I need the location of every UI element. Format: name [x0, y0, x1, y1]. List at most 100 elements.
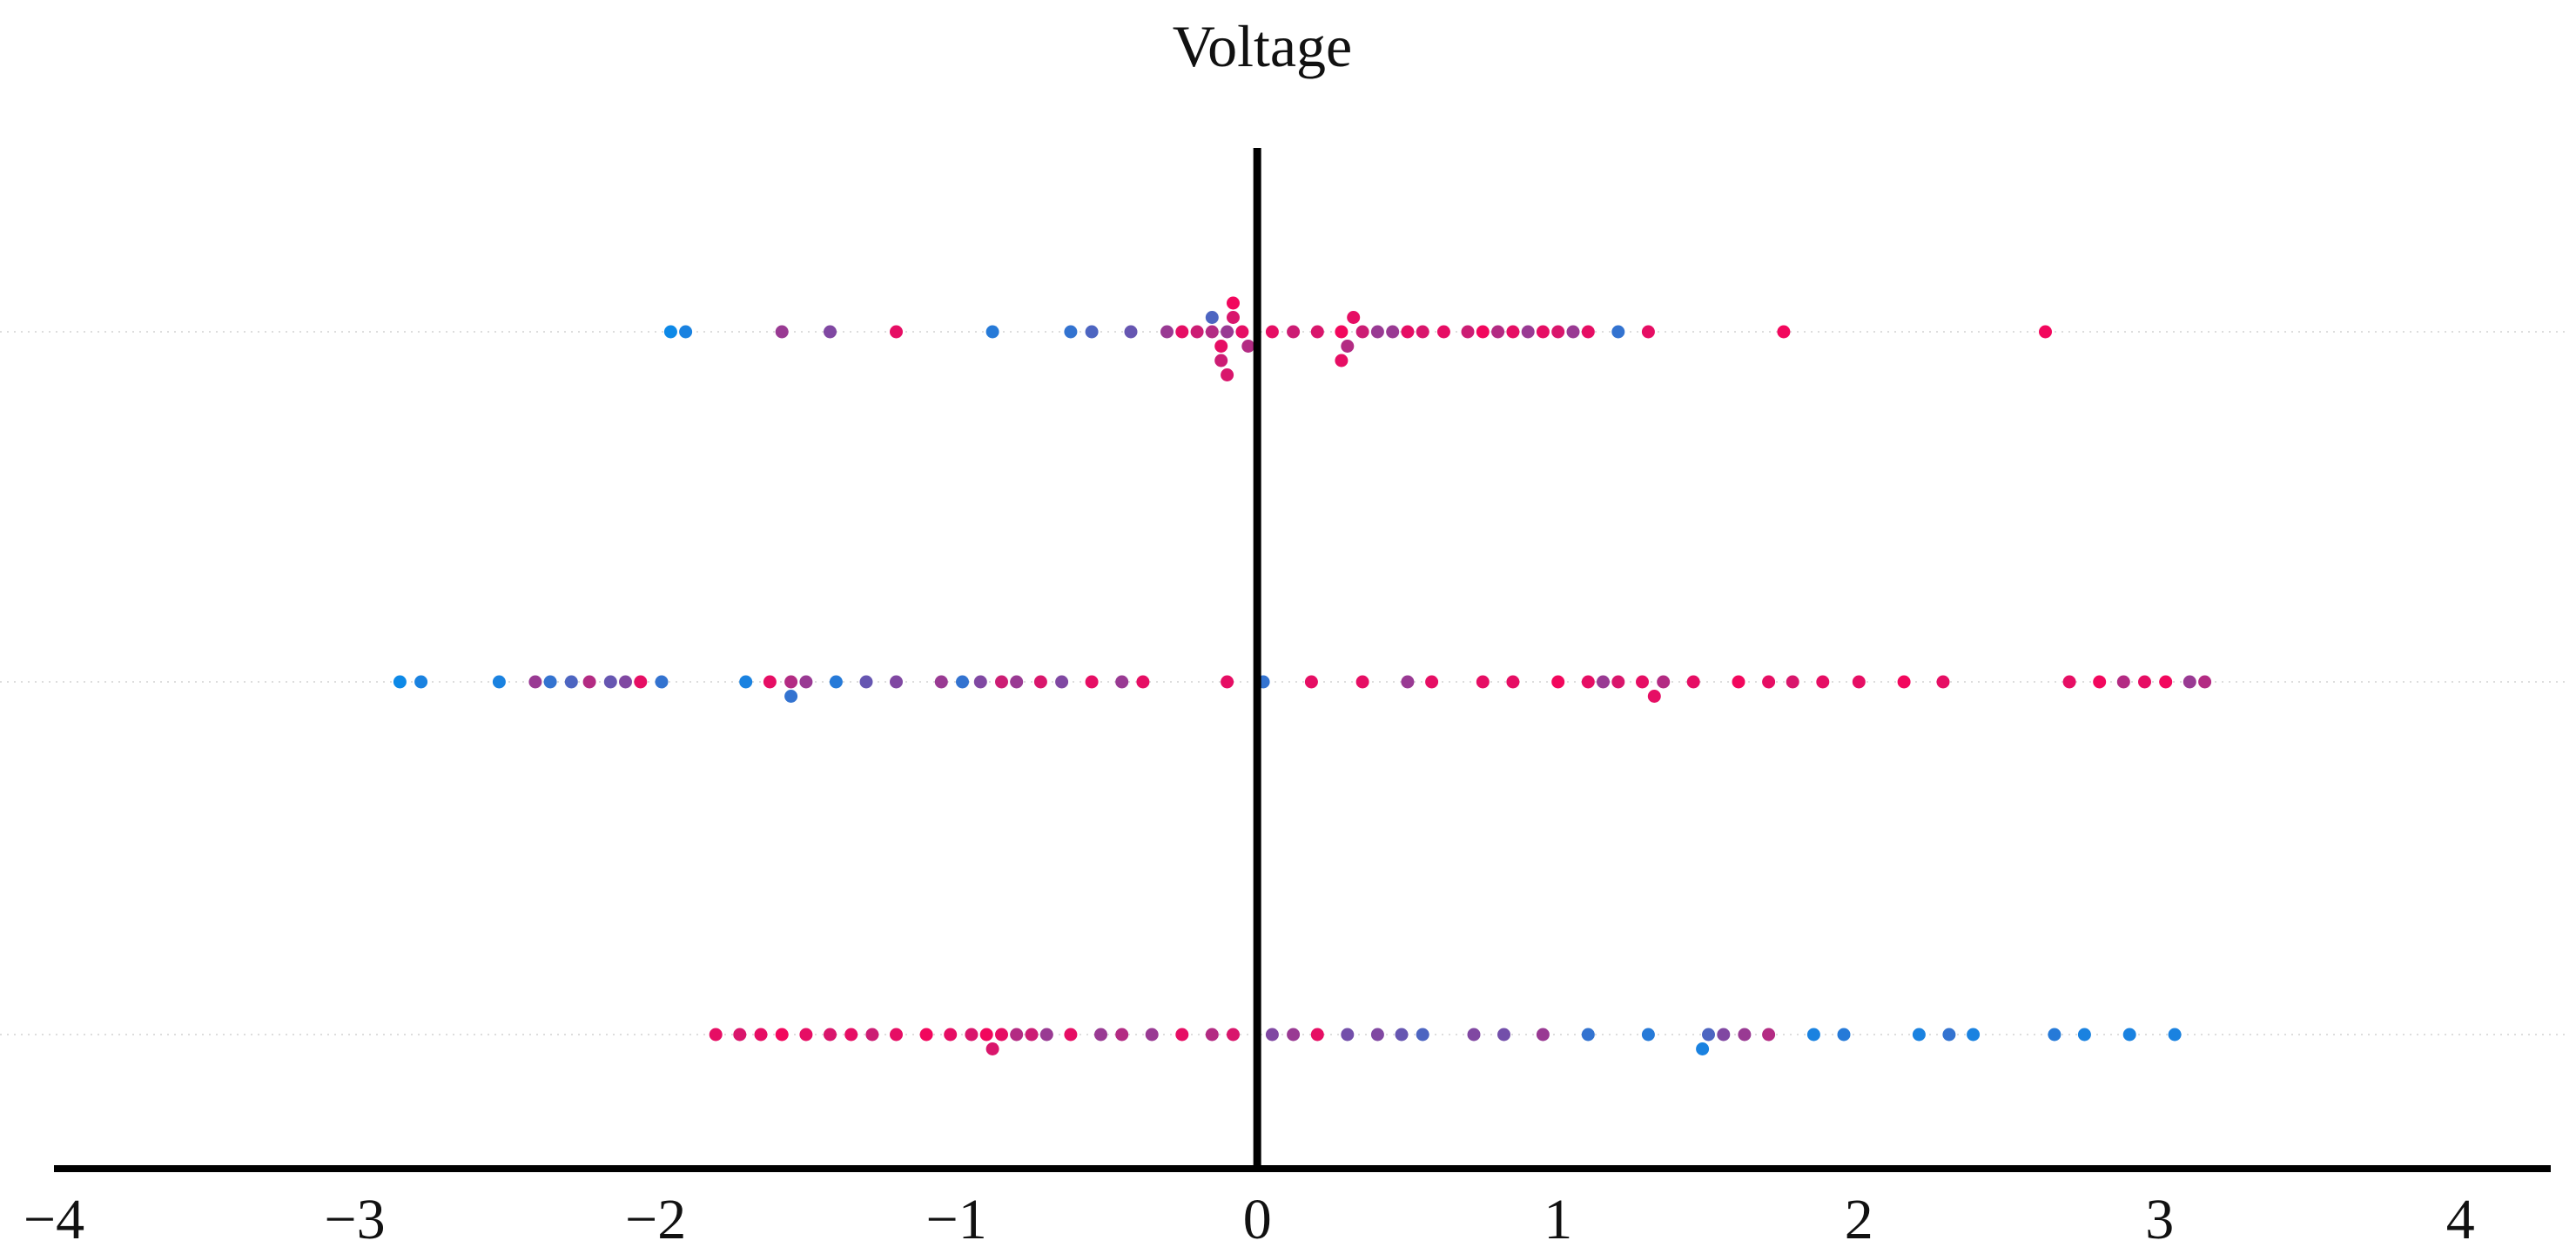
row-1-point: [1265, 325, 1279, 339]
row-3-point: [2122, 1028, 2136, 1042]
row-2-point: [528, 675, 542, 689]
row-2-point: [890, 675, 903, 689]
row-1-point: [1491, 325, 1505, 339]
row-2-point: [543, 675, 557, 689]
row-2-point: [1401, 675, 1415, 689]
row-1-point: [1461, 325, 1475, 339]
row-1-point: [1401, 325, 1415, 339]
row-2-point: [634, 675, 648, 689]
row-3-point: [1967, 1028, 1981, 1042]
row-2-point: [784, 690, 798, 703]
row-2-point: [1657, 675, 1671, 689]
row-2-point: [1476, 675, 1490, 689]
row-2-point: [973, 675, 987, 689]
row-3-point: [1581, 1028, 1595, 1042]
row-3-point: [965, 1028, 979, 1042]
row-1-point: [1227, 311, 1240, 324]
row-3-point: [1094, 1028, 1107, 1042]
row-2-point: [1852, 675, 1866, 689]
row-3-point: [1205, 1028, 1219, 1042]
x-axis-ticks: −4 −3 −2 −1 0 1 2 3 4: [24, 1188, 2475, 1251]
row-3-point: [709, 1028, 723, 1042]
row-3-point: [1762, 1028, 1776, 1042]
row-2-point: [1355, 675, 1369, 689]
row-3-point: [1265, 1028, 1279, 1042]
row-3-point: [985, 1042, 999, 1055]
row-3-point: [1025, 1028, 1039, 1042]
row-1-point: [1227, 296, 1240, 310]
row-1-point: [1221, 325, 1234, 339]
row-3-point: [1227, 1028, 1240, 1042]
row-1-point: [1581, 325, 1595, 339]
row-3-point: [754, 1028, 768, 1042]
row-3-point: [1416, 1028, 1429, 1042]
row-1-point: [1335, 325, 1349, 339]
row-3-point: [1806, 1028, 1820, 1042]
row-2-point: [1762, 675, 1776, 689]
row-3-point: [1536, 1028, 1550, 1042]
row-1-point: [1521, 325, 1535, 339]
row-1-point: [1235, 325, 1249, 339]
row-3-point: [995, 1028, 1008, 1042]
row-3-point: [1467, 1028, 1481, 1042]
row-2-point: [1010, 675, 1024, 689]
row-3-point: [919, 1028, 933, 1042]
row-2-point: [582, 675, 596, 689]
row-1-point: [1370, 325, 1384, 339]
row-2-point: [2183, 675, 2196, 689]
row-1-point: [1341, 340, 1355, 353]
row-1-point: [1175, 325, 1189, 339]
row-3-point: [799, 1028, 813, 1042]
row-1-point: [985, 325, 999, 339]
row-3-point: [775, 1028, 789, 1042]
row-3-point: [1912, 1028, 1926, 1042]
chart-title: Voltage: [1173, 13, 1353, 79]
row-3-point: [890, 1028, 903, 1042]
row-3-point: [1702, 1028, 1715, 1042]
row-1-point: [1506, 325, 1520, 339]
x-tick-label: 1: [1544, 1188, 1572, 1251]
row-2-point: [1936, 675, 1950, 689]
row-2-point: [1581, 675, 1595, 689]
x-tick-label: −1: [925, 1188, 986, 1251]
x-tick-label: 0: [1243, 1188, 1272, 1251]
row-1-point: [1205, 311, 1219, 324]
row-2-point: [1506, 675, 1520, 689]
row-1-point: [1310, 325, 1324, 339]
row-2-point: [1304, 675, 1318, 689]
row-1-point: [1611, 325, 1625, 339]
row-2-point: [1136, 675, 1150, 689]
row-3-point: [1145, 1028, 1159, 1042]
row-3-point: [1039, 1028, 1053, 1042]
row-2-point: [393, 675, 407, 689]
row-2-point: [1686, 675, 1700, 689]
row-1-point: [663, 325, 677, 339]
row-1-point: [1476, 325, 1490, 339]
row-3-point: [979, 1028, 993, 1042]
row-2-point: [1597, 675, 1610, 689]
row-2-point: [784, 675, 798, 689]
row-3-point: [1064, 1028, 1078, 1042]
row-2-point: [1115, 675, 1129, 689]
row-1-point: [1551, 325, 1565, 339]
row-2-point: [763, 675, 777, 689]
row-3-point: [1341, 1028, 1355, 1042]
row-2-point: [603, 675, 617, 689]
row-3-point: [1837, 1028, 1851, 1042]
row-2-point: [619, 675, 632, 689]
row-1-point: [1641, 325, 1655, 339]
row-1-point: [1287, 325, 1301, 339]
row-3-point: [824, 1028, 837, 1042]
row-2-point: [2062, 675, 2076, 689]
row-2-point: [956, 675, 969, 689]
row-2-point: [1636, 675, 1649, 689]
row-3-point: [1310, 1028, 1324, 1042]
row-3-point: [944, 1028, 958, 1042]
row-1-point: [1205, 325, 1219, 339]
row-1-point: [1355, 325, 1369, 339]
row-guides: [0, 331, 2568, 1035]
x-tick-label: −4: [24, 1188, 84, 1251]
row-2-point: [2198, 675, 2212, 689]
row-3-point: [1370, 1028, 1384, 1042]
row-2-point: [1897, 675, 1911, 689]
